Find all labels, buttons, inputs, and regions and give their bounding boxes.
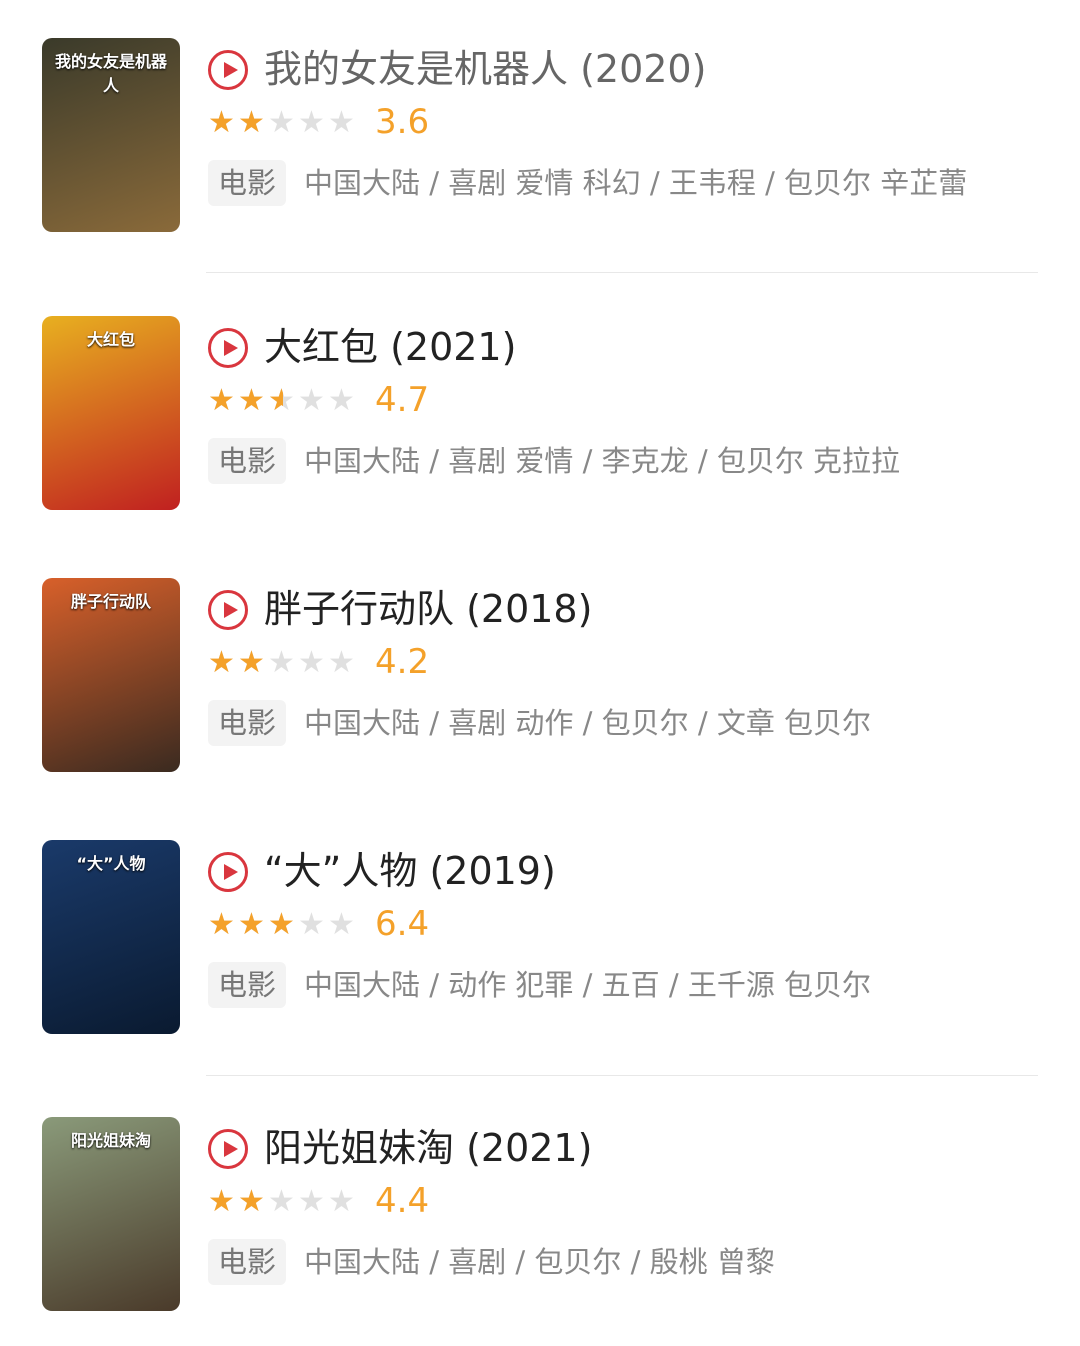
poster-logo: 阳光姐妹淘 — [70, 1131, 151, 1150]
star-icon: ★★ — [238, 648, 265, 678]
star-icon: ★★ — [238, 108, 265, 138]
star-icon: ★★ — [208, 386, 235, 416]
star-icon: ★★ — [208, 108, 235, 138]
movie-title[interactable]: “大”人物 (2019) — [264, 849, 556, 893]
star-icon: ★★ — [208, 648, 235, 678]
star-rating: ★★★★★★★★★★ — [208, 648, 358, 678]
movie-meta: 中国大陆 / 喜剧 / 包贝尔 / 殷桃 曾黎 — [304, 1245, 775, 1279]
star-icon: ★★ — [208, 1187, 235, 1217]
star-icon: ★★ — [268, 648, 295, 678]
movie-title[interactable]: 大红包 (2021) — [264, 325, 517, 369]
movie-title[interactable]: 胖子行动队 (2018) — [264, 587, 593, 631]
movie-meta: 中国大陆 / 动作 犯罪 / 五百 / 王千源 包贝尔 — [304, 968, 872, 1002]
movie-item[interactable]: “大”人物 “大”人物 (2019) ★★★★★★★★★★ 6.4 电影 中国大… — [0, 840, 1080, 1040]
star-icon: ★★ — [238, 1187, 265, 1217]
poster-logo: 我的女友是机器人 — [54, 52, 167, 95]
type-tag: 电影 — [208, 160, 287, 206]
movie-item[interactable]: 大红包 大红包 (2021) ★★★★★★★★★★ 4.7 电影 中国大陆 / … — [0, 316, 1080, 516]
movie-meta: 中国大陆 / 喜剧 爱情 科幻 / 王韦程 / 包贝尔 辛芷蕾 — [304, 166, 968, 200]
movie-title[interactable]: 阳光姐妹淘 (2021) — [264, 1126, 593, 1170]
star-icon: ★★ — [298, 648, 325, 678]
poster-logo: 胖子行动队 — [70, 592, 151, 611]
rating-score: 4.2 — [375, 642, 430, 682]
play-icon[interactable] — [208, 50, 248, 90]
movie-meta: 中国大陆 / 喜剧 动作 / 包贝尔 / 文章 包贝尔 — [304, 706, 872, 740]
rating-score: 3.6 — [375, 102, 430, 142]
rating-score: 4.4 — [375, 1181, 430, 1221]
star-icon: ★★ — [298, 910, 325, 940]
star-rating: ★★★★★★★★★★ — [208, 910, 358, 940]
movie-item[interactable]: 我的女友是机器人 我的女友是机器人 (2020) ★★★★★★★★★★ 3.6 … — [0, 38, 1080, 238]
star-icon: ★★ — [268, 1187, 295, 1217]
star-icon: ★★ — [268, 910, 295, 940]
star-icon: ★★ — [268, 108, 295, 138]
play-icon[interactable] — [208, 852, 248, 892]
star-icon: ★★ — [328, 1187, 355, 1217]
movie-poster[interactable]: “大”人物 — [42, 840, 180, 1034]
movie-title[interactable]: 我的女友是机器人 (2020) — [264, 47, 707, 91]
movie-poster[interactable]: 我的女友是机器人 — [42, 38, 180, 232]
star-icon: ★★ — [328, 108, 355, 138]
star-icon: ★★ — [328, 386, 355, 416]
star-icon: ★★ — [328, 648, 355, 678]
movie-item[interactable]: 胖子行动队 胖子行动队 (2018) ★★★★★★★★★★ 4.2 电影 中国大… — [0, 578, 1080, 778]
play-icon[interactable] — [208, 328, 248, 368]
movie-item[interactable]: 阳光姐妹淘 阳光姐妹淘 (2021) ★★★★★★★★★★ 4.4 电影 中国大… — [0, 1117, 1080, 1317]
star-icon: ★★ — [238, 386, 265, 416]
play-icon[interactable] — [208, 590, 248, 630]
rating-score: 4.7 — [375, 380, 430, 420]
rating-score: 6.4 — [375, 904, 430, 944]
movie-poster[interactable]: 阳光姐妹淘 — [42, 1117, 180, 1311]
star-icon: ★★ — [268, 386, 295, 416]
divider — [206, 272, 1038, 273]
star-rating: ★★★★★★★★★★ — [208, 1187, 358, 1217]
type-tag: 电影 — [208, 700, 287, 746]
star-icon: ★★ — [238, 910, 265, 940]
movie-meta: 中国大陆 / 喜剧 爱情 / 李克龙 / 包贝尔 克拉拉 — [304, 444, 901, 478]
movie-poster[interactable]: 胖子行动队 — [42, 578, 180, 772]
play-icon[interactable] — [208, 1129, 248, 1169]
poster-logo: 大红包 — [86, 330, 135, 349]
star-rating: ★★★★★★★★★★ — [208, 108, 358, 138]
star-rating: ★★★★★★★★★★ — [208, 386, 358, 416]
star-icon: ★★ — [328, 910, 355, 940]
type-tag: 电影 — [208, 962, 287, 1008]
star-icon: ★★ — [298, 108, 325, 138]
movie-poster[interactable]: 大红包 — [42, 316, 180, 510]
star-icon: ★★ — [208, 910, 235, 940]
divider — [206, 1075, 1038, 1076]
star-icon: ★★ — [298, 1187, 325, 1217]
type-tag: 电影 — [208, 1239, 287, 1285]
poster-logo: “大”人物 — [76, 854, 146, 873]
star-icon: ★★ — [298, 386, 325, 416]
type-tag: 电影 — [208, 438, 287, 484]
